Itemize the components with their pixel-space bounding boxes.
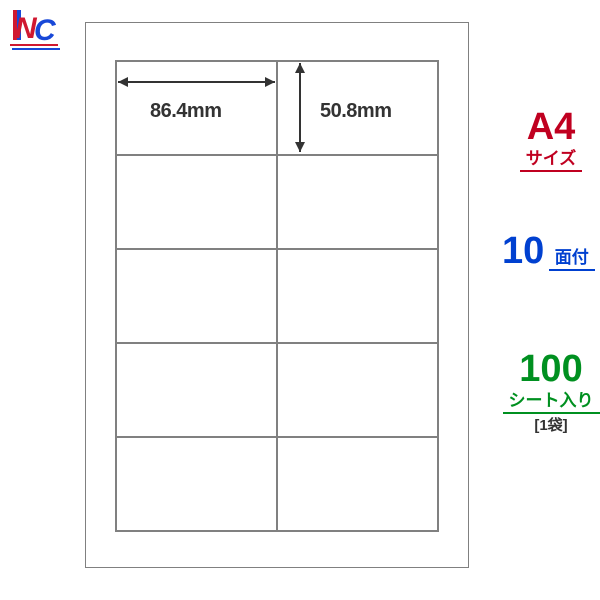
spec-sheets-unit: シート入り — [503, 392, 600, 414]
width-arrow — [115, 72, 278, 92]
spec-size-value: A4 — [527, 106, 576, 148]
label-cell — [116, 155, 277, 249]
height-dimension: 50.8mm — [320, 100, 392, 123]
height-arrow — [290, 60, 310, 155]
label-cell — [116, 249, 277, 343]
spec-sheets-value: 100 — [519, 348, 582, 390]
label-cell — [116, 343, 277, 437]
label-cell — [277, 343, 438, 437]
spec-sheets-bag: [1袋] — [502, 418, 600, 434]
label-cell — [277, 155, 438, 249]
spec-size: A4 サイズ — [502, 108, 600, 172]
label-cell — [277, 437, 438, 531]
logo-c: C — [34, 14, 57, 47]
spec-size-unit: サイズ — [520, 150, 583, 172]
spec-faces-unit: 面付 — [549, 249, 595, 271]
spec-faces: 10 面付 — [502, 232, 595, 272]
label-cell — [116, 437, 277, 531]
label-grid — [115, 60, 439, 532]
width-dimension: 86.4mm — [150, 100, 222, 123]
label-cell — [277, 249, 438, 343]
brand-logo: N C — [8, 8, 64, 52]
spec-faces-value: 10 — [502, 230, 544, 272]
spec-sheets: 100 シート入り [1袋] — [502, 350, 600, 433]
